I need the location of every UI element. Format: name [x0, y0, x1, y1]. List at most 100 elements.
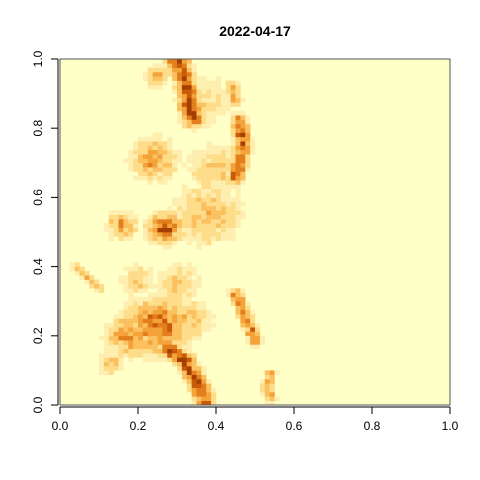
- heatmap-cell: [158, 357, 163, 362]
- heatmap-cell: [153, 327, 158, 332]
- heatmap-cell: [128, 154, 133, 159]
- heatmap-cell: [104, 228, 109, 233]
- heatmap-cell: [94, 284, 99, 289]
- heatmap-cell: [177, 293, 182, 298]
- heatmap-cell: [216, 94, 221, 99]
- heatmap-cell: [197, 319, 202, 324]
- heatmap-cell: [182, 120, 187, 125]
- heatmap-cell: [201, 375, 206, 380]
- heatmap-cell: [192, 396, 197, 401]
- heatmap-cell: [192, 111, 197, 116]
- heatmap-cell: [231, 206, 236, 211]
- heatmap-cell: [153, 81, 158, 86]
- heatmap-cell: [172, 219, 177, 224]
- heatmap-cell: [182, 370, 187, 375]
- heatmap-cell: [201, 388, 206, 393]
- heatmap-cell: [221, 171, 226, 176]
- heatmap-cell: [177, 331, 182, 336]
- heatmap-cell: [187, 215, 192, 220]
- heatmap-cell: [153, 171, 158, 176]
- heatmap-cell: [197, 150, 202, 155]
- heatmap-cell: [187, 336, 192, 341]
- heatmap-cell: [192, 202, 197, 207]
- heatmap-cell: [236, 314, 241, 319]
- heatmap-cell: [138, 284, 143, 289]
- heatmap-cell: [240, 319, 245, 324]
- heatmap-cell: [201, 124, 206, 129]
- heatmap-cell: [128, 275, 133, 280]
- heatmap-cell: [128, 310, 133, 315]
- heatmap-cell: [153, 176, 158, 181]
- heatmap-cell: [123, 232, 128, 237]
- heatmap-cell: [123, 219, 128, 224]
- heatmap-cell: [197, 81, 202, 86]
- heatmap-cell: [162, 232, 167, 237]
- heatmap-cell: [226, 163, 231, 168]
- heatmap-cell: [201, 167, 206, 172]
- heatmap-cell: [245, 323, 250, 328]
- heatmap-cell: [197, 176, 202, 181]
- heatmap-cell: [123, 267, 128, 272]
- heatmap-cell: [158, 171, 163, 176]
- heatmap-cell: [143, 223, 148, 228]
- heatmap-cell: [133, 280, 138, 285]
- heatmap-cell: [177, 262, 182, 267]
- heatmap-cell: [177, 76, 182, 81]
- heatmap-cell: [255, 327, 260, 332]
- heatmap-cell: [114, 327, 119, 332]
- heatmap-cell: [211, 215, 216, 220]
- heatmap-cell: [192, 197, 197, 202]
- heatmap-cell: [167, 314, 172, 319]
- heatmap-cell: [162, 76, 167, 81]
- heatmap-cell: [162, 314, 167, 319]
- heatmap-cell: [133, 154, 138, 159]
- heatmap-cell: [182, 223, 187, 228]
- heatmap-cell: [167, 63, 172, 68]
- heatmap-cell: [201, 370, 206, 375]
- heatmap-cell: [167, 154, 172, 159]
- heatmap-cell: [236, 193, 241, 198]
- heatmap-cell: [148, 306, 153, 311]
- heatmap-cell: [216, 98, 221, 103]
- heatmap-cell: [177, 120, 182, 125]
- heatmap-cell: [153, 336, 158, 341]
- heatmap-cell: [250, 150, 255, 155]
- heatmap-cell: [206, 120, 211, 125]
- heatmap-cell: [138, 167, 143, 172]
- heatmap-cell: [182, 197, 187, 202]
- heatmap-cell: [192, 301, 197, 306]
- heatmap-cell: [206, 310, 211, 315]
- heatmap-cell: [206, 107, 211, 112]
- plot-area: [60, 59, 450, 405]
- heatmap-cell: [231, 98, 236, 103]
- heatmap-cell: [211, 158, 216, 163]
- heatmap-cell: [201, 189, 206, 194]
- heatmap-cell: [211, 210, 216, 215]
- heatmap-cell: [221, 210, 226, 215]
- heatmap-cell: [231, 154, 236, 159]
- heatmap-cell: [197, 154, 202, 159]
- heatmap-cell: [99, 353, 104, 358]
- heatmap-cell: [167, 219, 172, 224]
- heatmap-cell: [119, 362, 124, 367]
- heatmap-cell: [177, 89, 182, 94]
- heatmap-cell: [231, 301, 236, 306]
- heatmap-cell: [226, 180, 231, 185]
- heatmap-cell: [128, 210, 133, 215]
- heatmap-cell: [75, 271, 80, 276]
- heatmap-cell: [158, 280, 163, 285]
- heatmap-cell: [133, 167, 138, 172]
- heatmap-cell: [240, 210, 245, 215]
- heatmap-cell: [84, 275, 89, 280]
- heatmap-cell: [148, 336, 153, 341]
- heatmap-cell: [236, 85, 241, 90]
- heatmap-cell: [221, 111, 226, 116]
- heatmap-cell: [167, 293, 172, 298]
- heatmap-cell: [231, 141, 236, 146]
- heatmap-cell: [265, 375, 270, 380]
- heatmap-cell: [197, 383, 202, 388]
- heatmap-cell: [167, 280, 172, 285]
- heatmap-cell: [216, 163, 221, 168]
- heatmap-cell: [245, 301, 250, 306]
- heatmap-cell: [104, 362, 109, 367]
